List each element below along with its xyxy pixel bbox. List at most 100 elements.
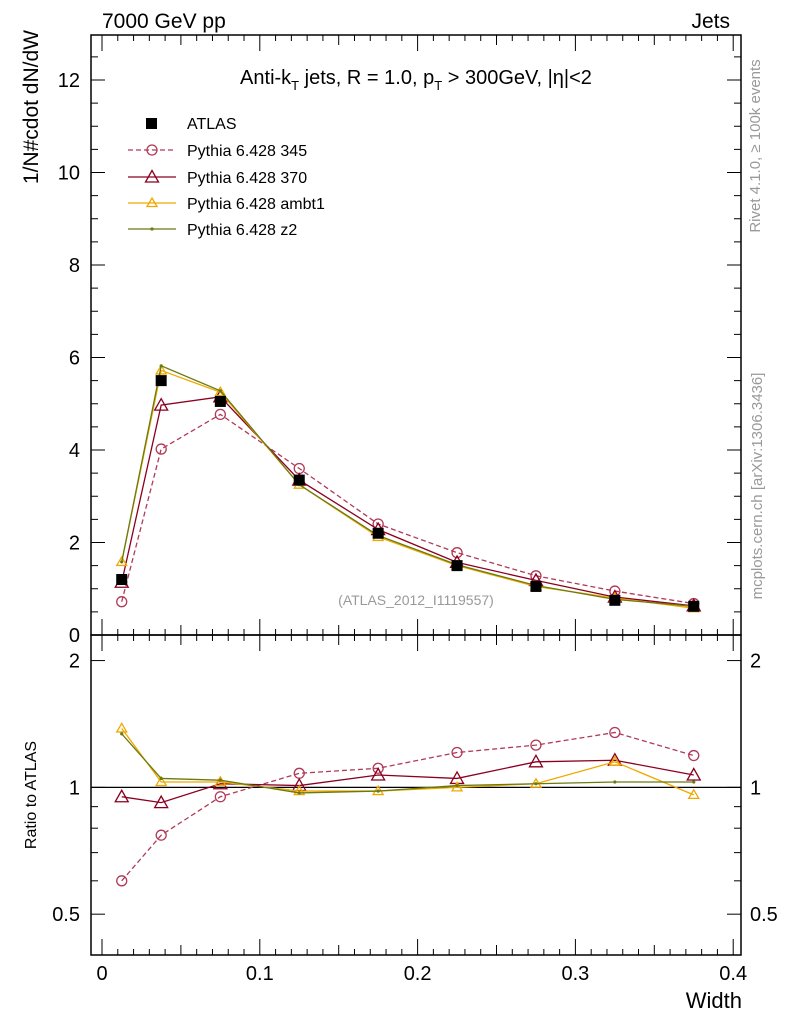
main-y-tick-label: 8: [69, 255, 80, 277]
ratio-point-z2: [297, 791, 301, 795]
ratio-point-py345: [155, 829, 167, 841]
ratio-line-ambt1: [121, 728, 695, 796]
ratio-point-z2: [159, 776, 163, 781]
plot-title-part3: > 300GeV, |η|<2: [442, 67, 592, 89]
plot-title-part1: Anti-k: [240, 67, 292, 89]
main-line-ambt1: [121, 369, 694, 609]
x-tick-label: 0.1: [246, 963, 274, 985]
main-point-py345: [214, 408, 227, 421]
main-line-py345: [121, 413, 694, 605]
ratio-line-py345: [121, 731, 694, 882]
main-point-z2: [218, 389, 222, 393]
main-point-atlas: [530, 580, 542, 592]
main-point-atlas: [372, 527, 384, 539]
ratio-line-py370: [121, 759, 694, 804]
plot-title: Anti-kT jets, R = 1.0, pT > 300GeV, |η|<…: [240, 67, 592, 93]
plot-title-part2: jets, R = 1.0, p: [299, 67, 434, 89]
ratio-panel-frame: [90, 634, 742, 956]
x-tick-label: 0.2: [404, 963, 432, 985]
ratio-point-py345: [609, 726, 621, 739]
main-y-tick-label: 6: [69, 348, 80, 370]
legend-marker-atlas: [146, 118, 157, 129]
ratio-point-py345: [214, 791, 227, 803]
ratio-point-py370: [528, 753, 544, 768]
legend-marker-py345: [146, 144, 158, 156]
x-tick-label: 0.3: [561, 963, 589, 985]
ratio-point-py345: [451, 746, 463, 759]
analysis-id: (ATLAS_2012_I1119557): [338, 592, 494, 608]
data-series: [114, 364, 702, 887]
plot-title-sub-t2: T: [434, 78, 442, 93]
main-point-z2: [159, 364, 163, 368]
legend-label-ambt1: Pythia 6.428 ambt1: [187, 196, 325, 213]
header-right: Jets: [691, 10, 730, 33]
ratio-y-tick-label: 2: [69, 651, 80, 673]
plot-title-sub-t: T: [291, 78, 299, 93]
main-point-py345: [116, 596, 128, 608]
main-line-py370: [121, 396, 694, 607]
ratio-point-z2: [692, 780, 696, 784]
ratio-point-py370: [370, 767, 386, 781]
legend-marker-z2: [150, 227, 154, 231]
ratio-point-py370: [153, 794, 169, 809]
ratio-point-ambt1: [529, 777, 543, 788]
main-point-atlas: [688, 600, 700, 612]
ratio-point-ambt1: [608, 755, 621, 766]
ratio-point-py345: [530, 739, 542, 751]
main-point-atlas: [155, 375, 167, 387]
main-point-z2: [120, 560, 124, 564]
main-point-ambt1: [214, 385, 227, 397]
x-axis-label: Width: [686, 988, 742, 1013]
ratio-point-z2: [376, 789, 380, 793]
ratio-point-ambt1: [293, 784, 306, 796]
x-tick-label: 0.4: [719, 963, 747, 985]
ratio-point-py370: [686, 767, 702, 781]
ratio-y-tick-label: 0.5: [52, 904, 80, 926]
ratio-point-z2: [218, 778, 222, 782]
main-line-z2: [121, 364, 694, 607]
main-y-tick-label: 10: [58, 163, 80, 185]
ratio-point-py345: [372, 762, 384, 774]
ratio-point-py370: [114, 788, 130, 803]
main-point-py345: [451, 547, 463, 559]
ratio-point-py345: [116, 875, 128, 887]
ratio-y-axis-label: Ratio to ATLAS: [23, 741, 40, 849]
ratio-point-z2: [120, 732, 124, 736]
ratio-point-z2: [455, 783, 459, 788]
mcplots-label: mcplots.cern.ch [arXiv:1306.3436]: [749, 373, 766, 600]
ratio-point-py345: [688, 749, 700, 762]
main-point-ambt1: [115, 555, 128, 567]
main-y-axis-label: 1/N#cdot dN/dW: [20, 30, 43, 184]
ratio-point-ambt1: [155, 775, 168, 787]
rivet-version-label: Rivet 4.1.0, ≥ 100k events: [747, 59, 764, 232]
ratio-point-ambt1: [687, 788, 700, 799]
main-point-atlas: [609, 594, 621, 606]
main-point-atlas: [214, 395, 226, 407]
ratio-y-tick-label-right: 1: [750, 777, 761, 799]
x-tick-label: 0: [96, 963, 107, 985]
legend-label-atlas: ATLAS: [187, 116, 237, 133]
legend-label-py345: Pythia 6.428 345: [187, 143, 307, 160]
ratio-point-ambt1: [115, 722, 128, 733]
ratio-y-tick-label-right: 2: [750, 651, 761, 673]
legend-label-z2: Pythia 6.428 z2: [187, 222, 297, 239]
main-point-atlas: [116, 574, 128, 585]
legend-marker-ambt1: [145, 196, 159, 208]
ratio-y-tick-label-right: 0.5: [750, 904, 778, 926]
header-left: 7000 GeV pp: [102, 10, 226, 33]
ratio-y-tick-label: 1: [69, 777, 80, 799]
legend-label-py370: Pythia 6.428 370: [187, 170, 307, 187]
main-point-atlas: [451, 560, 463, 572]
legend-marker-py370: [144, 169, 160, 183]
main-y-tick-label: 2: [69, 533, 80, 555]
main-point-py370: [153, 397, 169, 411]
legend: ATLAS Pythia 6.428 345 Pythia 6.428 370 …: [128, 116, 325, 239]
main-y-tick-label: 12: [58, 70, 80, 92]
main-y-tick-label: 4: [69, 440, 80, 462]
main-point-ambt1: [155, 364, 168, 375]
main-point-atlas: [293, 474, 305, 486]
ratio-point-z2: [613, 780, 617, 784]
main-point-py345: [155, 443, 167, 455]
